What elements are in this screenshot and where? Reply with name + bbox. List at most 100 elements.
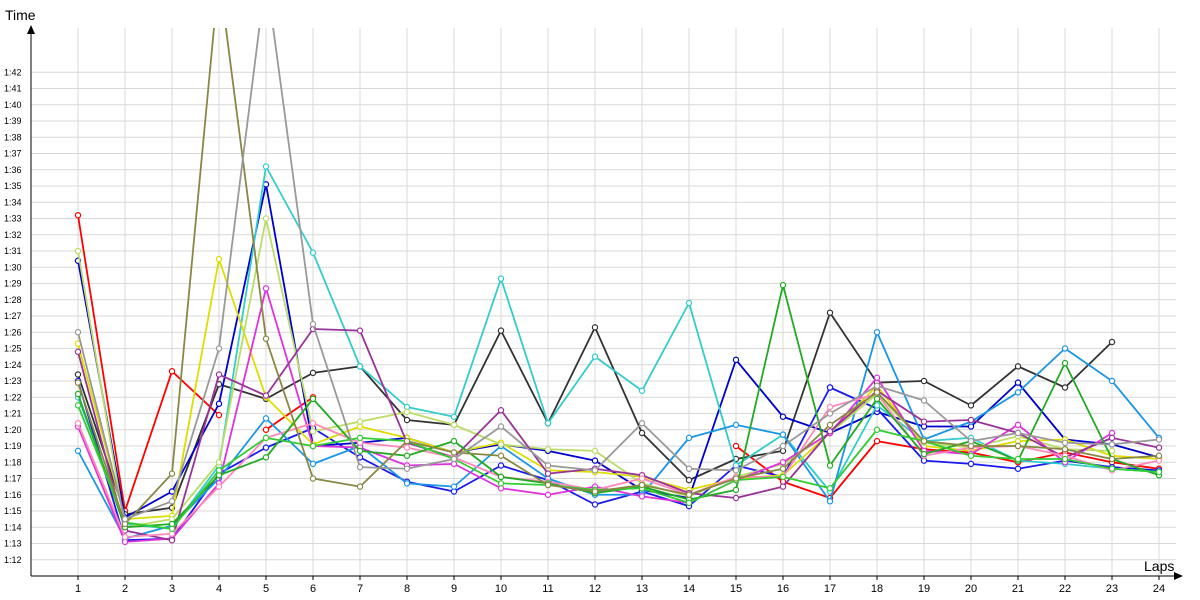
data-point	[450, 455, 458, 463]
data-point	[215, 400, 223, 407]
series-line	[77, 328, 1160, 542]
x-tick-label: 1	[75, 583, 81, 595]
x-axis-label: Laps	[1144, 558, 1174, 574]
data-point	[638, 475, 646, 482]
data-point	[873, 329, 881, 336]
series-16	[74, 28, 1163, 523]
data-point	[356, 418, 364, 425]
x-tick-label: 23	[1106, 583, 1118, 595]
data-point	[497, 275, 505, 282]
data-point	[168, 470, 176, 477]
data-point	[1014, 465, 1022, 472]
series-group	[74, 28, 1163, 546]
data-point	[497, 407, 505, 414]
data-point	[1108, 338, 1116, 346]
x-tick-label: 18	[871, 583, 883, 595]
data-point	[779, 442, 787, 450]
y-tick-label: 1:31	[4, 246, 22, 256]
data-point	[403, 480, 411, 487]
y-tick-label: 1:18	[4, 457, 22, 467]
x-tick-label: 14	[683, 583, 695, 595]
data-point	[826, 428, 834, 435]
x-tick-label: 22	[1059, 583, 1071, 595]
data-point	[873, 374, 881, 381]
data-point	[74, 212, 82, 219]
data-point	[826, 403, 834, 411]
data-point	[262, 444, 270, 451]
data-point	[356, 463, 364, 471]
data-point	[1061, 345, 1069, 352]
data-point	[262, 434, 270, 442]
x-tick-labels: 1 2 3 4 5 6 7 8 9 10 11 12 13 14 15 16 17 18 19 20 21 22 23 24	[75, 576, 1165, 595]
data-point	[403, 408, 411, 416]
data-point	[967, 460, 975, 468]
data-point	[450, 421, 458, 429]
data-point	[403, 444, 411, 451]
y-tick-label: 1:14	[4, 522, 22, 532]
data-point	[967, 416, 975, 424]
y-tick-label: 1:15	[4, 506, 22, 516]
data-point	[1108, 447, 1116, 455]
data-point	[638, 429, 646, 437]
data-point	[1014, 389, 1022, 396]
data-point	[74, 447, 82, 455]
data-point	[873, 402, 881, 409]
y-axis-label: Time	[5, 7, 36, 23]
series-2	[74, 309, 1116, 518]
data-point	[873, 426, 881, 433]
data-point	[403, 437, 411, 445]
data-point	[309, 428, 317, 435]
data-point	[967, 452, 975, 459]
x-tick-label: 20	[965, 583, 977, 595]
data-point	[309, 395, 317, 403]
data-point	[873, 395, 881, 403]
y-tick-label: 1:26	[4, 327, 22, 337]
data-point	[121, 533, 129, 541]
data-point	[403, 452, 411, 459]
data-point	[121, 515, 129, 523]
data-point	[544, 470, 552, 477]
data-point	[826, 384, 834, 391]
data-point	[356, 363, 364, 370]
data-point	[497, 423, 505, 430]
data-point	[1108, 441, 1116, 448]
y-tick-label: 1:41	[4, 84, 22, 94]
data-point	[309, 249, 317, 256]
data-point	[591, 467, 599, 474]
data-point	[262, 415, 270, 422]
data-point	[262, 285, 270, 292]
y-tick-label: 1:36	[4, 165, 22, 175]
data-point	[356, 483, 364, 490]
y-tick-label: 1:39	[4, 116, 22, 126]
x-tick-label: 6	[310, 583, 316, 595]
data-point	[1014, 379, 1022, 386]
data-point	[591, 447, 599, 455]
data-point	[638, 493, 646, 500]
data-point	[591, 488, 599, 495]
x-tick-label: 24	[1153, 583, 1165, 595]
y-tick-label: 1:30	[4, 262, 22, 272]
data-point	[309, 369, 317, 377]
y-tick-labels: 1:12 1:13 1:14 1:15 1:16 1:17 1:18 1:19 1:20 1:21…	[4, 67, 22, 565]
data-point	[497, 327, 505, 334]
data-point	[920, 418, 928, 425]
data-point	[732, 475, 740, 482]
x-tick-label: 2	[122, 583, 128, 595]
data-point	[403, 465, 411, 472]
data-point	[826, 309, 834, 316]
data-point	[215, 345, 223, 352]
y-tick-label: 1:40	[4, 100, 22, 110]
data-point	[450, 483, 458, 490]
data-point	[779, 465, 787, 472]
data-point	[215, 371, 223, 378]
series-line	[77, 28, 1160, 525]
data-point	[544, 462, 552, 469]
data-point	[309, 460, 317, 468]
x-tick-label: 10	[495, 583, 507, 595]
x-tick-label: 4	[216, 583, 222, 595]
data-point	[685, 299, 693, 307]
y-axis-arrow	[27, 25, 35, 34]
data-point	[685, 499, 693, 507]
y-tick-label: 1:33	[4, 214, 22, 224]
x-tick-label: 7	[357, 583, 363, 595]
